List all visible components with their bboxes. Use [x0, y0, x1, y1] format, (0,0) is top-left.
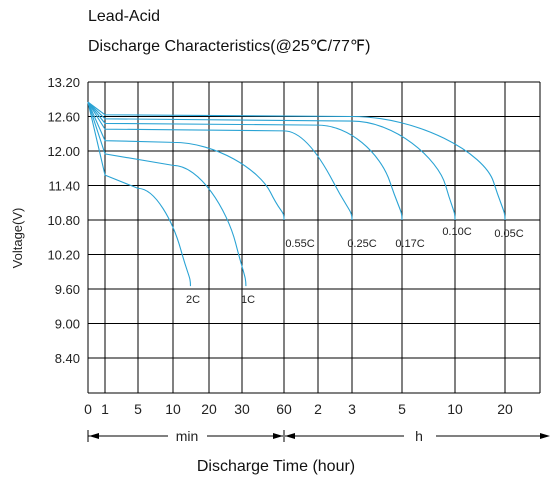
x-tick-label: 10	[447, 401, 463, 417]
chart-title: Lead-Acid	[88, 8, 161, 25]
y-tick-label: 9.00	[55, 317, 80, 332]
y-tick-label: 9.60	[55, 282, 80, 297]
curve-0_17C	[87, 101, 403, 221]
y-tick-label: 10.20	[47, 248, 80, 263]
x-tick-label: 3	[348, 401, 356, 417]
curve-label: 0.10C	[442, 226, 471, 238]
unit-min-label: min	[176, 428, 199, 444]
x-tick-label: 30	[234, 401, 250, 417]
x-tick-label: 20	[201, 401, 217, 417]
curve-label: 0.55C	[285, 238, 314, 250]
y-tick-label: 12.60	[47, 110, 80, 125]
y-tick-label: 10.80	[47, 213, 80, 228]
curve-label: 1C	[241, 294, 255, 306]
y-tick-label: 8.40	[55, 351, 80, 366]
curve-0_10C	[87, 101, 456, 221]
y-tick-label: 13.20	[47, 75, 80, 90]
unit-h-label: h	[415, 428, 423, 444]
curve-label: 0.17C	[395, 238, 424, 250]
x-tick-label: 10	[165, 401, 181, 417]
x-tick-label: 1	[101, 401, 109, 417]
curve-1C	[87, 101, 247, 287]
y-axis-title: Voltage(V)	[10, 208, 25, 269]
curve-label: 0.25C	[347, 238, 376, 250]
x-tick-label: 2	[314, 401, 322, 417]
x-axis-title: Discharge Time (hour)	[196, 458, 356, 475]
curve-0_25C	[87, 101, 353, 221]
curve-2C	[87, 102, 192, 287]
arrow-head-h-right	[540, 433, 550, 439]
arrow-head-min-right	[273, 433, 283, 439]
curve-label: 2C	[186, 294, 200, 306]
x-tick-label: 60	[276, 401, 292, 417]
x-tick-label: 0	[84, 401, 92, 417]
x-tick-label: 20	[497, 401, 513, 417]
arrow-head-min-left	[89, 433, 99, 439]
x-tick-label: 5	[398, 401, 406, 417]
curve-0_55C	[87, 101, 285, 221]
curve-label: 0.05C	[494, 228, 523, 240]
chart-subtitle: Discharge Characteristics(@25℃/77℉)	[88, 38, 371, 55]
curve-0_05C	[87, 101, 506, 221]
y-tick-label: 12.00	[47, 144, 80, 159]
x-tick-label: 5	[134, 401, 142, 417]
y-tick-label: 11.40	[48, 179, 80, 194]
